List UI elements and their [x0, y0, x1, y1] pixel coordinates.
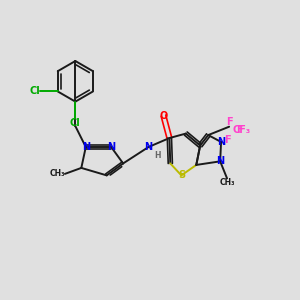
- Text: N: N: [144, 142, 153, 152]
- Text: N: N: [82, 142, 90, 152]
- Text: F: F: [236, 125, 243, 135]
- Text: S: S: [178, 170, 185, 180]
- Text: N: N: [107, 142, 115, 152]
- Text: N: N: [216, 156, 224, 166]
- Text: Cl: Cl: [29, 86, 40, 97]
- Text: F: F: [224, 135, 231, 145]
- Text: N: N: [217, 137, 225, 147]
- Text: H: H: [154, 152, 161, 160]
- Text: CF₃: CF₃: [233, 125, 251, 135]
- Text: CH₃: CH₃: [50, 169, 65, 178]
- Text: O: O: [159, 111, 168, 121]
- Text: Cl: Cl: [70, 118, 81, 128]
- Text: CH₃: CH₃: [219, 178, 235, 188]
- Text: F: F: [226, 117, 232, 127]
